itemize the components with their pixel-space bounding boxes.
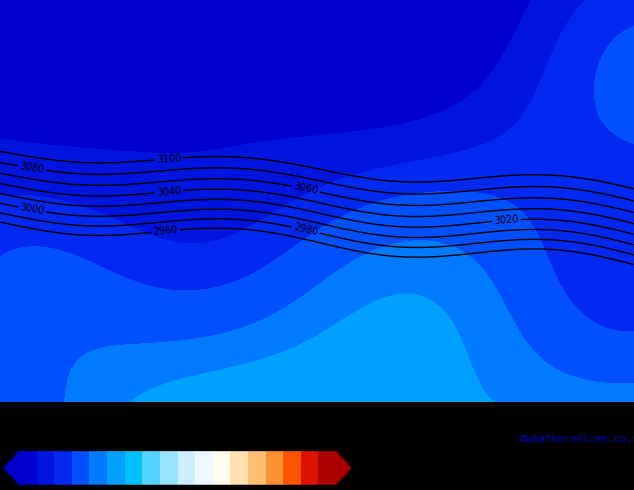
Text: 3040: 3040 xyxy=(156,186,181,197)
Text: 3080: 3080 xyxy=(19,161,45,175)
PathPatch shape xyxy=(336,451,352,485)
Text: 3020: 3020 xyxy=(494,215,519,226)
Text: 3000: 3000 xyxy=(19,202,45,217)
Text: 2980: 2980 xyxy=(292,222,319,238)
Text: Height/Temp. 10 hPa [gdmp][°C] GFS ENS: Height/Temp. 10 hPa [gdmp][°C] GFS ENS xyxy=(6,409,292,421)
Text: 2960: 2960 xyxy=(153,225,178,237)
Text: 3060: 3060 xyxy=(293,182,319,196)
Text: Sa 28-09-2024 12:00 UTC (06+126): Sa 28-09-2024 12:00 UTC (06+126) xyxy=(412,409,634,421)
Text: 3100: 3100 xyxy=(156,153,181,165)
PathPatch shape xyxy=(3,451,19,485)
Text: ©weatheronline.co.uk: ©weatheronline.co.uk xyxy=(520,434,634,444)
